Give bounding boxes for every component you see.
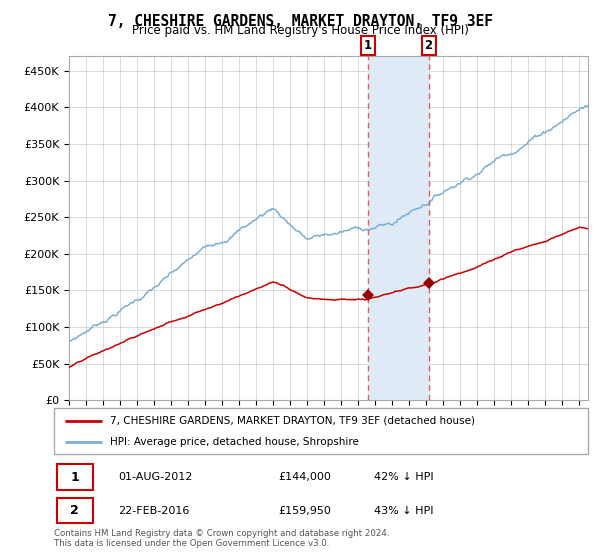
Text: £144,000: £144,000 — [278, 472, 331, 482]
Text: Contains HM Land Registry data © Crown copyright and database right 2024.
This d: Contains HM Land Registry data © Crown c… — [54, 529, 389, 548]
Text: 2: 2 — [70, 504, 79, 517]
Text: £159,950: £159,950 — [278, 506, 331, 516]
Text: 42% ↓ HPI: 42% ↓ HPI — [374, 472, 434, 482]
Text: 1: 1 — [70, 470, 79, 483]
Text: 22-FEB-2016: 22-FEB-2016 — [118, 506, 190, 516]
Text: 01-AUG-2012: 01-AUG-2012 — [118, 472, 193, 482]
FancyBboxPatch shape — [54, 408, 588, 454]
Text: 2: 2 — [424, 39, 433, 52]
Text: Price paid vs. HM Land Registry's House Price Index (HPI): Price paid vs. HM Land Registry's House … — [131, 24, 469, 37]
Text: 1: 1 — [364, 39, 372, 52]
Bar — [368, 56, 428, 400]
FancyBboxPatch shape — [56, 464, 93, 489]
Text: 43% ↓ HPI: 43% ↓ HPI — [374, 506, 434, 516]
FancyBboxPatch shape — [56, 498, 93, 523]
Text: 7, CHESHIRE GARDENS, MARKET DRAYTON, TF9 3EF (detached house): 7, CHESHIRE GARDENS, MARKET DRAYTON, TF9… — [110, 416, 475, 426]
Text: 7, CHESHIRE GARDENS, MARKET DRAYTON, TF9 3EF: 7, CHESHIRE GARDENS, MARKET DRAYTON, TF9… — [107, 14, 493, 29]
Text: HPI: Average price, detached house, Shropshire: HPI: Average price, detached house, Shro… — [110, 437, 359, 447]
